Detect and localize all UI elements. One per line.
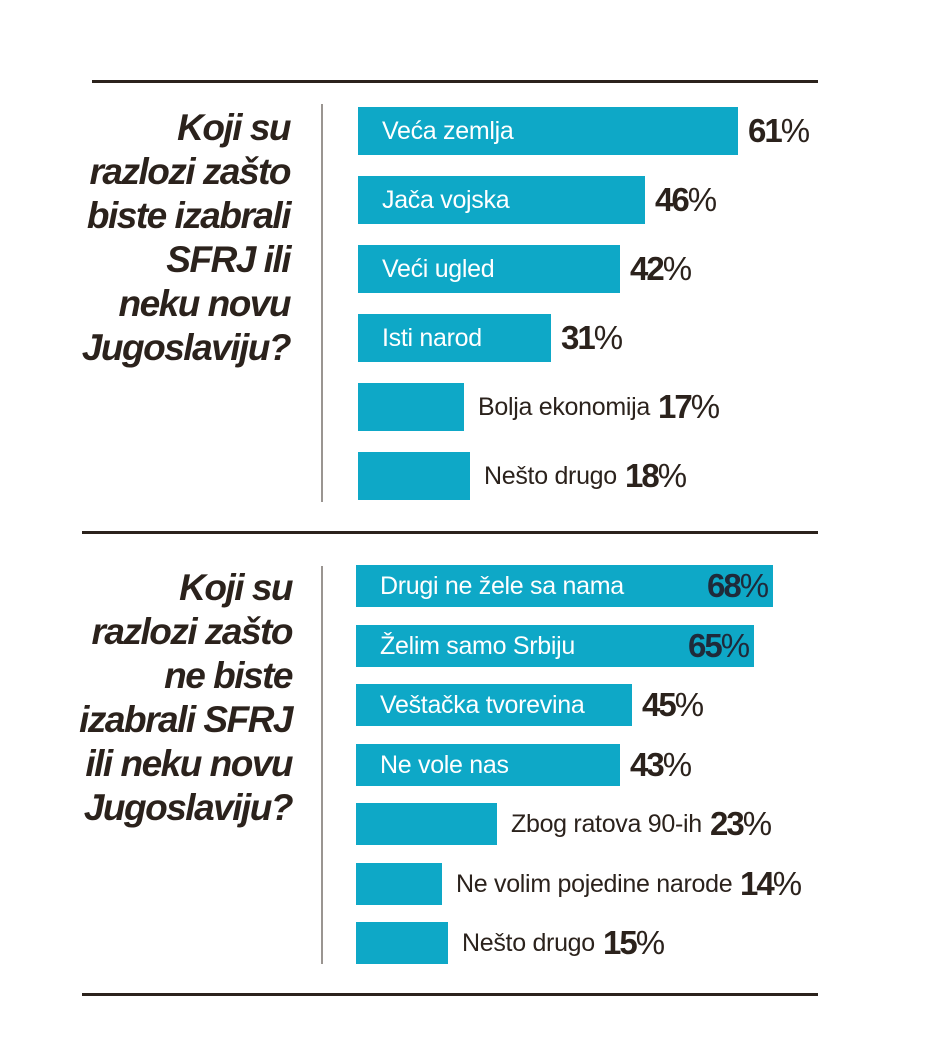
bar [358,452,470,500]
bar-label: Bolja ekonomija [478,393,650,421]
bar [356,625,754,667]
bar [356,684,632,726]
chart-2-title: Koji su razlozi zašto ne biste izabrali … [79,567,293,828]
value-label: 23% [710,805,772,842]
bar-label: Veštačka tvorevina [380,691,585,719]
bar [356,744,620,786]
value-label: 45% [642,686,704,723]
bar [356,803,497,845]
value-label: 43% [630,746,692,783]
middle-rule [82,531,818,534]
value-label: 15% [603,924,665,961]
bar [356,922,448,964]
bar [358,314,551,362]
bar [356,565,773,607]
bar-label: Veća zemlja [382,117,514,145]
bar-label: Nešto drugo [462,929,595,957]
bar [358,107,738,155]
bar-label: Nešto drugo [484,462,617,490]
value-label: 42% [630,250,692,287]
value-label: 61% [748,112,810,149]
value-label: 18% [625,457,687,494]
bar [356,863,442,905]
bar [358,245,620,293]
panel-2-divider [321,566,323,964]
bar-label: Želim samo Srbiju [380,632,575,660]
chart-1-title: Koji su razlozi zašto biste izabrali SFR… [81,107,292,368]
bottom-rule [82,993,818,996]
value-label: 46% [655,181,717,218]
value-label: 31% [561,319,623,356]
value-label: 65% [688,627,750,664]
bar-label: Isti narod [382,324,482,352]
bar-label: Veći ugled [382,255,495,283]
value-label: 17% [658,388,720,425]
bar-label: Ne vole nas [380,751,509,779]
bar [358,176,645,224]
bar-label: Jača vojska [382,186,510,214]
value-label: 68% [707,567,769,604]
panel-1-divider [321,104,323,502]
top-rule [92,80,818,83]
bar-label: Ne volim pojedine narode [456,870,733,898]
bar [358,383,464,431]
value-label: 14% [740,865,802,902]
bar-label: Zbog ratova 90-ih [511,810,702,838]
bar-label: Drugi ne žele sa nama [380,572,624,600]
